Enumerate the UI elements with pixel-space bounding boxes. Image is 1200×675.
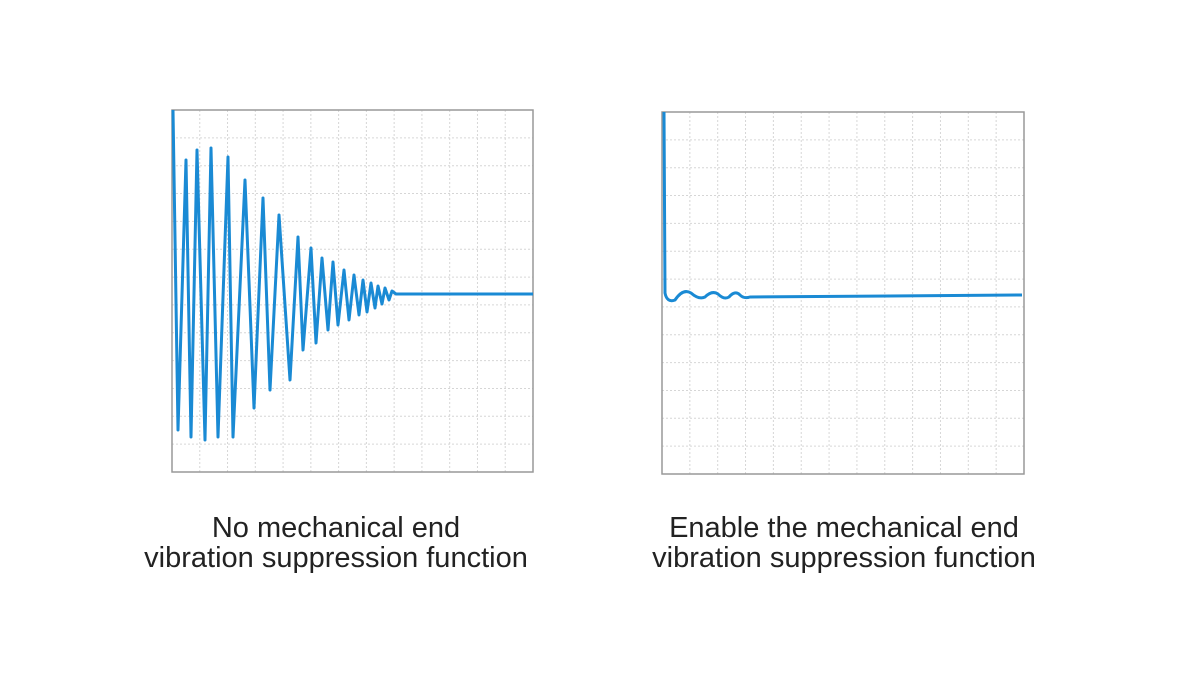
suppressed-waveform xyxy=(662,111,1023,303)
caption-line: No mechanical end xyxy=(212,512,460,544)
grid xyxy=(662,112,1024,474)
caption-line: vibration suppression function xyxy=(144,542,528,574)
panel-frame xyxy=(661,111,1025,475)
panel-frame xyxy=(171,109,534,473)
caption-line: vibration suppression function xyxy=(652,542,1036,574)
vibration-waveform xyxy=(171,109,533,442)
caption-line: Enable the mechanical end xyxy=(669,512,1019,544)
